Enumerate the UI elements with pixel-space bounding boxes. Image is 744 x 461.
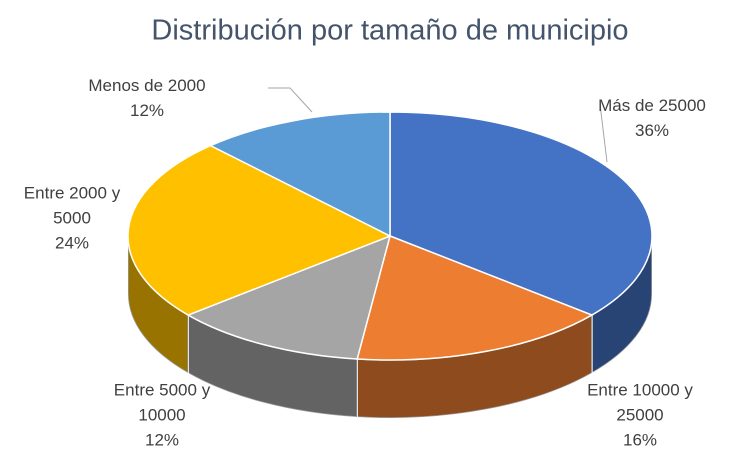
slice-side-shade bbox=[591, 236, 652, 374]
value-label: 12% bbox=[144, 430, 180, 450]
category-label: Entre 2000 y 5000 bbox=[23, 183, 121, 228]
value-label: 16% bbox=[622, 430, 658, 450]
slice bbox=[186, 234, 392, 360]
slice-side-shade bbox=[188, 315, 358, 418]
slice bbox=[127, 144, 392, 316]
data-label: Menos de 2000 12% bbox=[82, 73, 212, 123]
slice bbox=[208, 111, 391, 238]
value-label: 36% bbox=[634, 121, 670, 140]
category-label: Menos de 2000 bbox=[88, 76, 206, 95]
chart-title: Distribución por tamaño de municipio bbox=[151, 15, 628, 47]
data-label: Entre 10000 y 25000 16% bbox=[575, 378, 705, 453]
value-label: 24% bbox=[54, 233, 90, 253]
category-label: Entre 10000 y 25000 bbox=[587, 380, 693, 425]
tops bbox=[127, 111, 653, 361]
category-label: Más de 25000 bbox=[598, 96, 706, 115]
value-label: 12% bbox=[129, 101, 165, 120]
slice-side-shade bbox=[128, 236, 189, 374]
data-label: Más de 25000 36% bbox=[587, 93, 717, 143]
category-label: Entre 5000 y 10000 bbox=[113, 380, 211, 425]
leader-line bbox=[268, 87, 313, 113]
data-label: Entre 5000 y 10000 12% bbox=[97, 378, 227, 453]
slice-side-shade bbox=[357, 315, 592, 418]
slice bbox=[389, 111, 653, 316]
data-label: Entre 2000 y 5000 24% bbox=[7, 181, 137, 256]
leader-line bbox=[599, 103, 608, 163]
slice bbox=[356, 234, 594, 361]
